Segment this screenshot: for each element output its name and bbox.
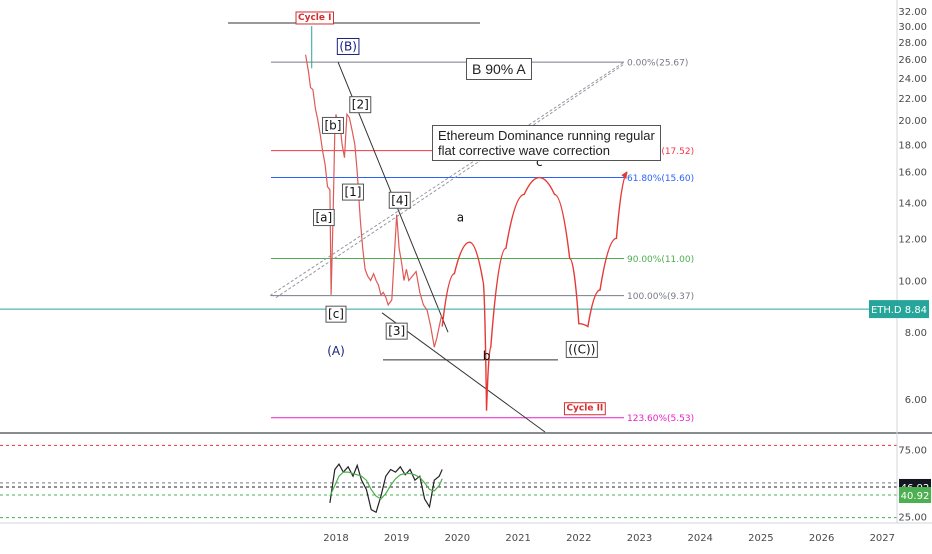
wave-label-8: [3] [388,324,405,338]
y-tick-label-0: 32.00 [898,7,927,18]
wave-label-1: (B) [339,39,357,53]
projection-arrowhead [621,171,628,180]
y-tick-label-13: 6.00 [905,395,927,406]
x-tick-label-0: 2018 [323,533,348,544]
x-tick-label-8: 2026 [809,533,834,544]
fib-level-label-2: 61.80%(15.60) [627,174,694,184]
main-price-panel: 0.00%(25.67)50.00%(17.52)61.80%(15.60)90… [0,11,897,433]
y-tick-label-6: 20.00 [898,116,927,127]
wave-label-2: [2] [352,98,369,112]
wave-label-6: [4] [391,193,408,207]
wave-label-11: b [483,349,491,363]
wave-label-5: [a] [316,211,333,225]
y-tick-label-12: 8.00 [905,328,927,339]
wave-label-box-0 [295,11,334,25]
wave-label-3: [b] [324,118,341,132]
description-annotation: Ethereum Dominance running regular flat … [432,125,661,161]
description-line-1: Ethereum Dominance running regular [438,128,655,143]
fib-level-label-4: 100.00%(9.37) [627,292,694,302]
last-price-text: ETH.D 8.84 [871,305,927,316]
x-tick-label-3: 2021 [505,533,530,544]
wave-label-10: a [457,211,464,225]
indicator-y-tick-label-2: 25.00 [898,512,927,523]
channel-lower-line [381,312,546,433]
x-tick-label-9: 2027 [870,533,895,544]
projection-path [441,172,628,411]
fib-level-label-5: 123.60%(5.53) [627,414,694,424]
y-tick-label-10: 12.00 [898,234,927,245]
wave-label-box-5 [313,209,335,227]
x-tick-label-4: 2022 [566,533,591,544]
indicator-series-0 [329,463,443,514]
y-tick-label-9: 14.00 [898,199,927,210]
y-tick-label-2: 28.00 [898,38,927,49]
wave-label-box-15 [563,402,606,416]
b90-annotation: B 90% A [466,58,532,80]
indicator-series-1 [329,471,443,500]
fib-level-label-0: 0.00%(25.67) [627,59,688,69]
b90-text: B 90% A [472,61,526,77]
description-line-2: flat corrective wave correction [438,143,610,158]
x-tick-label-2: 2020 [445,533,470,544]
y-tick-label-4: 24.00 [898,74,927,85]
wave-label-box-1 [336,37,360,55]
y-tick-label-5: 22.00 [898,94,927,105]
price-series-line [305,54,443,348]
indicator-badge-text-1: 40.92 [901,491,930,502]
wave-label-14: ((C)) [568,342,595,356]
price-series-overlay [305,54,442,348]
y-tick-label-3: 26.00 [898,55,927,66]
x-tick-label-6: 2024 [687,533,712,544]
indicator-y-tick-label-0: 75.00 [898,445,927,456]
wave-label-box-14 [565,340,598,358]
wave-label-box-6 [388,191,411,209]
wave-label-box-4 [341,183,364,201]
x-tick-label-5: 2023 [627,533,652,544]
last-price-badge [869,300,929,319]
fib-level-label-3: 90.00%(11.00) [627,255,694,265]
fib-trend-line-a [269,61,625,297]
indicator-panel [0,444,897,519]
indicator-badge-1 [899,486,931,503]
wave-label-box-3 [321,116,344,134]
wave-label-box-2 [349,96,372,114]
y-tick-label-7: 18.00 [898,140,927,151]
x-tick-label-1: 2019 [384,533,409,544]
wave-label-9: (A) [327,344,345,358]
y-tick-label-11: 10.00 [898,277,927,288]
wave-label-box-8 [385,322,408,340]
wave-label-7: [c] [328,307,344,321]
x-tick-label-7: 2025 [748,533,773,544]
wave-label-box-7 [325,305,347,323]
y-tick-label-1: 30.00 [898,22,927,33]
y-tick-label-8: 16.00 [898,168,927,179]
wave-label-0: Cycle I [298,13,331,23]
wave-label-12: c [536,155,543,169]
wave-label-15: Cycle II [566,404,603,414]
wave-label-4: [1] [344,185,361,199]
